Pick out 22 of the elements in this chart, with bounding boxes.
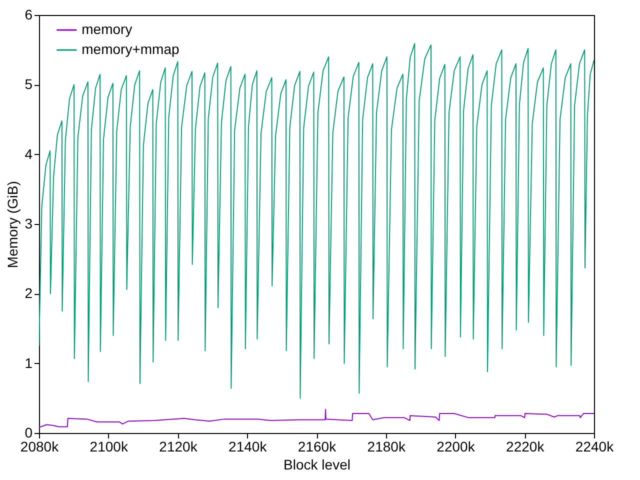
y-tick-label: 2 xyxy=(24,285,33,302)
y-tick-label: 0 xyxy=(24,424,33,440)
y-tick-label: 3 xyxy=(24,216,33,232)
legend-label: memory xyxy=(82,21,132,37)
legend-label: memory+mmap xyxy=(82,41,180,57)
x-tick-label: 2240k xyxy=(575,438,615,454)
x-tick-label: 2120k xyxy=(159,438,198,454)
x-tick-label: 2140k xyxy=(228,438,268,454)
x-tick-label: 2180k xyxy=(367,438,406,454)
x-tick-label: 2080k xyxy=(20,438,60,454)
y-tick-label: 6 xyxy=(24,6,33,22)
y-tick-label: 4 xyxy=(24,146,33,162)
y-axis-title: Memory (GiB) xyxy=(4,180,21,268)
line-series xyxy=(39,43,594,399)
x-tick-label: 2220k xyxy=(506,438,546,454)
y-tick-label: 1 xyxy=(24,354,33,371)
line-series xyxy=(39,408,594,428)
x-axis-title: Block level xyxy=(284,456,350,472)
x-tick-label: 2160k xyxy=(298,438,338,454)
x-tick-label: 2100k xyxy=(90,438,129,454)
x-tick-label: 2200k xyxy=(436,438,476,454)
y-tick-label: 5 xyxy=(24,76,33,92)
